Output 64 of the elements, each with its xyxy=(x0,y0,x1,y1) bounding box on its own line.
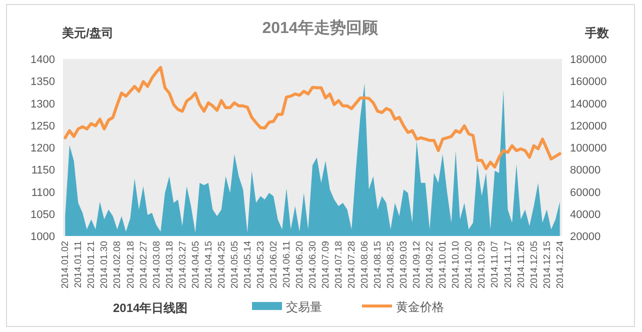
x-tick-label: 2014.03.08 xyxy=(151,241,162,289)
x-tick-label: 2014.12.15 xyxy=(542,241,553,289)
x-tick-label: 2014.05.14 xyxy=(242,241,254,289)
x-tick-label: 2014.02.27 xyxy=(138,241,150,289)
y-tick-label: 1400 xyxy=(30,54,55,66)
y2-tick-label: 40000 xyxy=(570,208,601,221)
text: 2014年日线图 xyxy=(113,301,188,315)
x-tick-label: 2014.09.12 xyxy=(412,241,423,289)
x-tick-label: 2014.06.02 xyxy=(268,241,280,289)
x-tick-label: 2014.05.05 xyxy=(229,241,240,289)
x-tick-label: 2014.01.11 xyxy=(73,241,84,288)
x-tick-label: 2014.04.25 xyxy=(216,241,228,289)
x-tick-label: 2014.10.20 xyxy=(464,241,475,289)
x-tick-label: 2014.02.08 xyxy=(112,241,124,289)
y-tick-label: 1100 xyxy=(31,186,55,199)
x-tick-label: 2014.08.25 xyxy=(386,241,397,289)
x-tick-label: 2014.06.11 xyxy=(281,241,292,288)
y-tick-label: 1200 xyxy=(30,142,55,154)
x-tick-label: 2014.11.17 xyxy=(502,241,514,288)
x-tick-label: 2014.08.15 xyxy=(372,241,384,289)
x-tick-label: 2014.10.01 xyxy=(438,241,449,289)
legend-label: 黄金价格 xyxy=(396,300,444,314)
x-tick-label: 2014.07.28 xyxy=(346,241,358,289)
y2-tick-label: 140000 xyxy=(570,98,607,110)
y2-tick-label: 100000 xyxy=(570,142,607,154)
x-tick-label: 2014.12.05 xyxy=(528,241,540,289)
line-series xyxy=(64,66,562,170)
y-tick-label: 1300 xyxy=(30,98,55,110)
y2-tick-label: 180000 xyxy=(570,54,607,66)
x-tick-label: 2014.06.30 xyxy=(308,241,318,289)
y-tick-label: 1250 xyxy=(30,120,55,132)
y-axis-title: 美元/盘司 xyxy=(61,26,114,40)
x-tick-label: 2014.02.18 xyxy=(125,241,136,289)
x-tick-label: 2014.01.21 xyxy=(86,241,98,289)
x-tick-label: 2014.09.03 xyxy=(398,241,410,289)
x-tick-label: 2014.10.29 xyxy=(476,241,488,289)
legend-label: 交易量 xyxy=(286,300,322,314)
y2-tick-label: 80000 xyxy=(570,164,601,177)
x-tick-label: 2014.03.27 xyxy=(177,241,188,289)
y-tick-label: 1150 xyxy=(31,164,55,177)
x-tick-label: 2014.01.02 xyxy=(60,241,72,289)
x-tick-label: 2014.09.22 xyxy=(424,241,436,289)
x-tick-label: 2014.06.20 xyxy=(294,241,306,289)
x-tick-label: 2014.01.30 xyxy=(99,241,110,289)
x-tick-label: 2014.03.18 xyxy=(164,241,176,289)
x-tick-label: 2014.11.07 xyxy=(490,241,501,288)
x-tick-label: 2014.07.09 xyxy=(320,241,332,289)
x-tick-label: 2014.05.23 xyxy=(255,241,266,289)
y-tick-label: 1050 xyxy=(30,208,55,221)
x-tick-label: 2014.04.15 xyxy=(203,241,214,289)
y2-tick-label: 160000 xyxy=(570,76,607,88)
y2-tick-label: 120000 xyxy=(570,120,607,132)
x-tick-label: 2014.12.24 xyxy=(554,241,566,289)
x-tick-label: 2014.10.10 xyxy=(450,241,462,289)
y2-axis-title: 手数 xyxy=(584,26,610,40)
x-tick-label: 2014.04.05 xyxy=(190,241,202,289)
chart-title: 2014年走势回顾 xyxy=(262,19,379,37)
x-tick-label: 2014.08.06 xyxy=(360,241,371,289)
y-tick-label: 1350 xyxy=(30,76,55,88)
x-tick-label: 2014.07.18 xyxy=(334,241,345,289)
x-tick-label: 2014.11.26 xyxy=(516,241,527,288)
y2-tick-label: 60000 xyxy=(570,186,601,199)
y2-tick-label: 20000 xyxy=(570,231,601,243)
y-tick-label: 1000 xyxy=(30,231,55,243)
